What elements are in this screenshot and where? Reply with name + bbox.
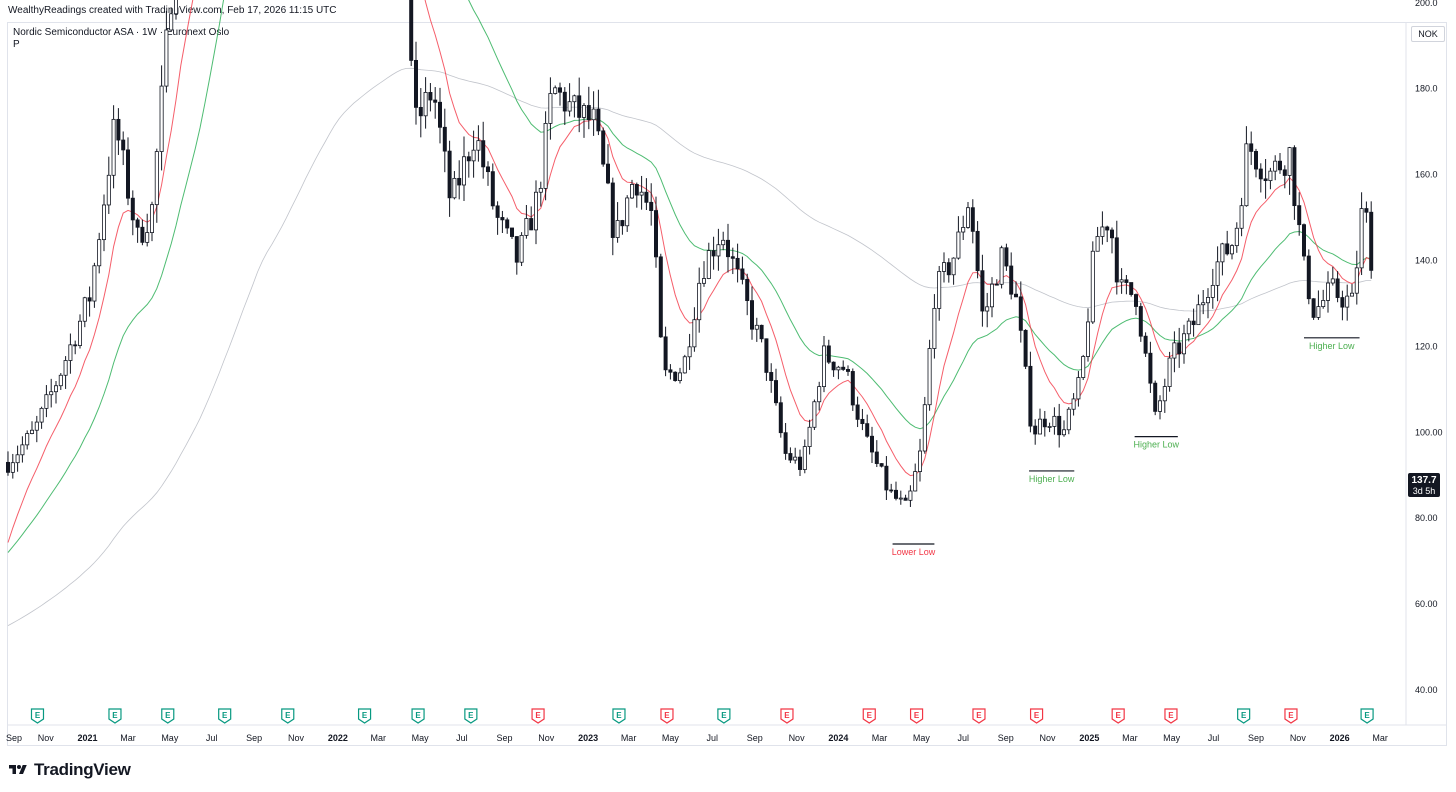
chart-credit: WealthyReadings created with TradingView… <box>8 5 337 16</box>
tradingview-logo-icon <box>9 765 27 774</box>
chart-frame <box>7 22 1447 746</box>
symbol-title: Nordic Semiconductor ASA · 1W · Euronext… <box>13 27 230 38</box>
tradingview-brand[interactable]: TradingView <box>8 760 131 780</box>
currency-button[interactable]: NOK <box>1411 26 1445 42</box>
symbol-subtitle: P <box>13 39 20 50</box>
price-tick-label: 200.0 <box>1415 0 1438 8</box>
tradingview-wordmark: TradingView <box>34 760 131 779</box>
